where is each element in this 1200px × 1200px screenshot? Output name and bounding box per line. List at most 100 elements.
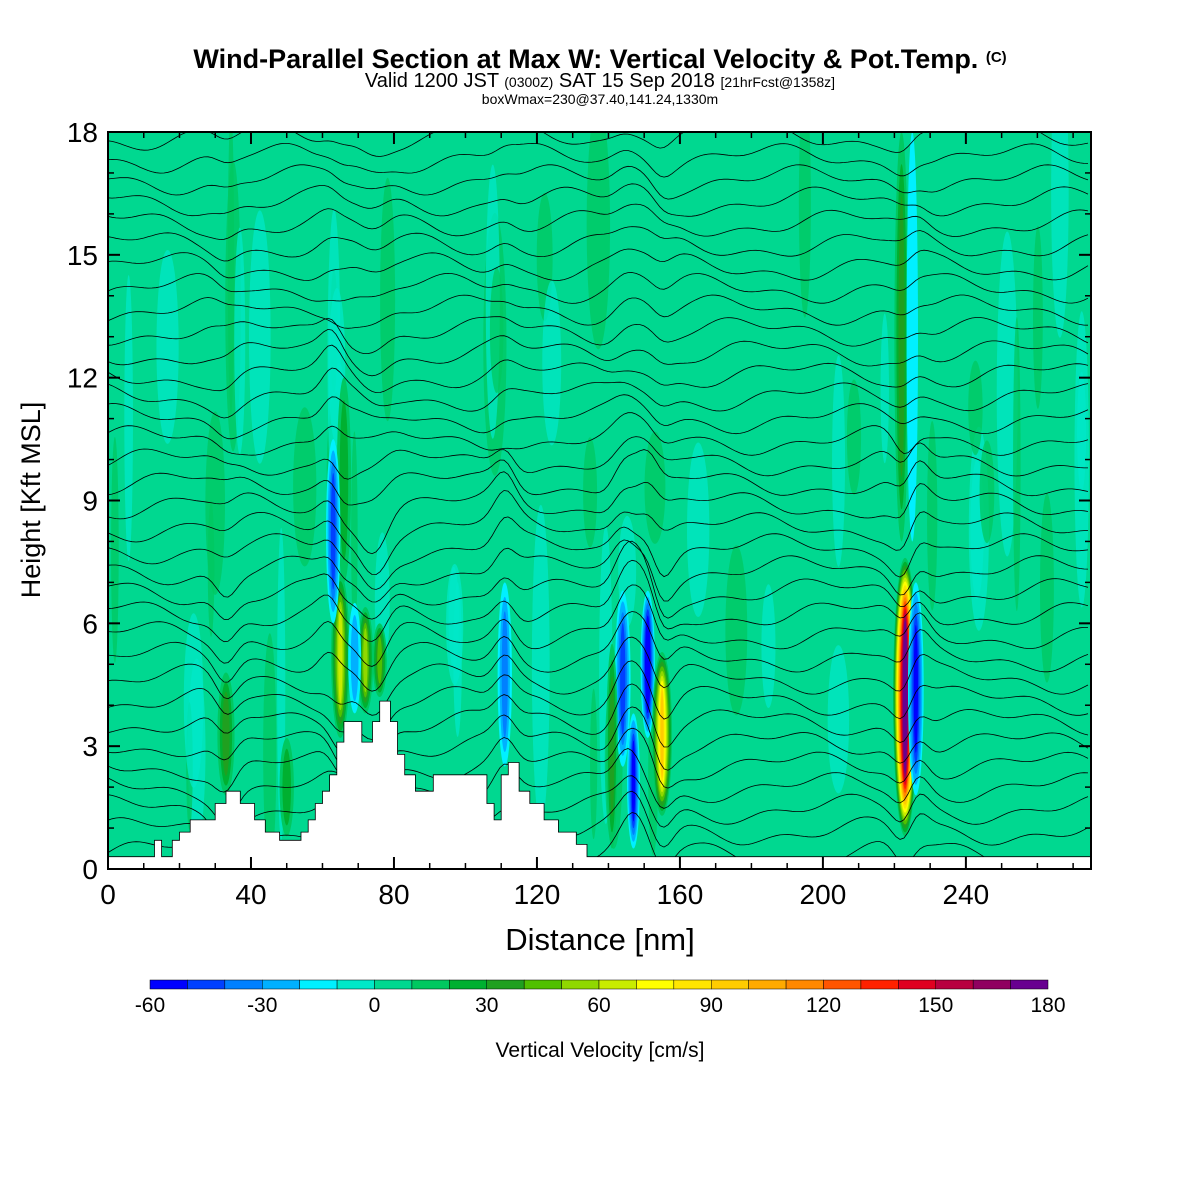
valid-time-prefix: Valid 1200 JST — [364, 70, 499, 92]
velocity-band — [660, 689, 664, 778]
colorbar-swatch — [748, 979, 787, 990]
isentrope-line — [108, 449, 1089, 506]
y-axis-label: Height [Kft MSL] — [16, 402, 46, 599]
velocity-cell — [652, 651, 673, 816]
y-tick-label: 9 — [82, 486, 98, 517]
colorbar-swatch — [972, 979, 1011, 990]
velocity-band — [620, 622, 626, 735]
isentrope-line — [108, 132, 1089, 157]
field-texture-streak — [446, 564, 464, 686]
field-texture-streak — [380, 177, 396, 422]
colorbar-swatch — [598, 979, 637, 990]
velocity-band — [363, 628, 368, 693]
chart-title: Wind-Parallel Section at Max W: Vertical… — [0, 44, 1200, 75]
title-main: Wind-Parallel Section at Max W: Vertical… — [193, 44, 979, 74]
isentrope-line — [108, 775, 1089, 847]
x-tick-label: 120 — [514, 879, 561, 910]
isentrope-line — [108, 471, 1089, 555]
colorbar-swatch — [224, 979, 263, 990]
field-texture-streak — [590, 688, 598, 840]
velocity-band — [631, 740, 636, 822]
isentrope-line — [108, 226, 1089, 262]
field-texture-streak — [827, 645, 850, 794]
x-tick-label: 160 — [657, 879, 704, 910]
field-texture-streak — [586, 132, 611, 350]
field-texture-streak — [207, 500, 215, 637]
isentrope-line — [108, 727, 1089, 793]
isentrope-line — [108, 272, 1089, 304]
velocity-band — [330, 472, 336, 590]
potential-temperature-contours — [108, 132, 1089, 868]
colorbar-tick-label: 60 — [587, 994, 610, 1017]
velocity-band — [646, 621, 650, 707]
velocity-cell — [894, 132, 909, 542]
colorbar-swatch — [187, 979, 226, 990]
colorbar-swatch — [449, 979, 488, 990]
velocity-cell — [217, 672, 235, 796]
velocity-cell — [906, 132, 918, 542]
x-tick-label: 80 — [378, 879, 409, 910]
x-tick-label: 0 — [100, 879, 116, 910]
colorbar-swatch — [823, 979, 862, 990]
isentrope-line — [108, 183, 1089, 217]
field-texture-streak — [1039, 493, 1054, 683]
colorbar-swatch — [149, 979, 188, 990]
isentrope-line — [108, 436, 1088, 480]
valid-date: SAT 15 Sep 2018 — [558, 70, 715, 92]
field-texture-streak — [880, 313, 889, 464]
velocity-cell — [614, 590, 631, 767]
colorbar-swatch — [935, 979, 974, 990]
x-tick-label: 200 — [800, 879, 847, 910]
field-texture-streak — [183, 613, 204, 788]
colorbar-swatch — [636, 979, 675, 990]
y-tick-label: 6 — [82, 608, 98, 639]
isentrope-line — [108, 490, 1089, 576]
terrain — [108, 700, 1091, 869]
isentrope-line — [108, 559, 1089, 643]
velocity-cell — [348, 602, 362, 714]
colorbar-swatch — [262, 979, 300, 990]
title-copyright-mark: (C) — [985, 49, 1007, 66]
colorbar-label: Vertical Velocity [cm/s] — [496, 1039, 705, 1062]
isentrope-line — [108, 706, 1089, 780]
isentrope-line — [108, 316, 1089, 354]
y-tick-label: 15 — [67, 240, 98, 271]
colorbar-swatch — [299, 979, 338, 990]
chart-subtitle: Valid 1200 JST (0300Z) SAT 15 Sep 2018 [… — [0, 70, 1200, 93]
x-axis-label: Distance [nm] — [505, 922, 695, 957]
isentrope-line — [108, 394, 1089, 440]
x-tick-label: 40 — [235, 879, 266, 910]
isentrope-line — [108, 540, 1089, 621]
velocity-band — [222, 691, 230, 776]
field-texture-streak — [263, 633, 277, 869]
plot-area — [108, 132, 1091, 869]
isentrope-line — [108, 636, 1089, 716]
field-texture-streak — [327, 209, 341, 510]
velocity-band — [913, 624, 918, 753]
field-texture-streak — [687, 442, 710, 618]
colorbar-tick-label: 0 — [369, 994, 381, 1017]
colorbar-swatch — [711, 979, 749, 990]
y-tick-label: 0 — [82, 854, 98, 885]
isentrope-line — [108, 683, 1089, 765]
field-texture-streak — [979, 440, 995, 544]
field-texture-streak — [1077, 371, 1087, 492]
isentrope-line — [108, 328, 1089, 377]
field-texture-streak — [234, 227, 246, 455]
colorbar-tick-label: 150 — [918, 994, 953, 1017]
velocity-band — [904, 628, 907, 766]
field-texture-streak — [1013, 316, 1021, 612]
x-tick-label: 240 — [943, 879, 990, 910]
velocity-band — [338, 608, 343, 704]
colorbar-swatch — [336, 979, 375, 990]
field-texture-streak — [846, 379, 862, 495]
isentrope-line — [108, 611, 1089, 692]
field-texture-streak — [293, 407, 317, 567]
field-texture-streak — [761, 584, 776, 709]
isentrope-line — [108, 203, 1089, 240]
colorbar-swatch — [785, 979, 824, 990]
velocity-cell — [606, 643, 618, 849]
colorbar-swatch — [486, 979, 525, 990]
colorbar-swatch — [1010, 979, 1049, 990]
